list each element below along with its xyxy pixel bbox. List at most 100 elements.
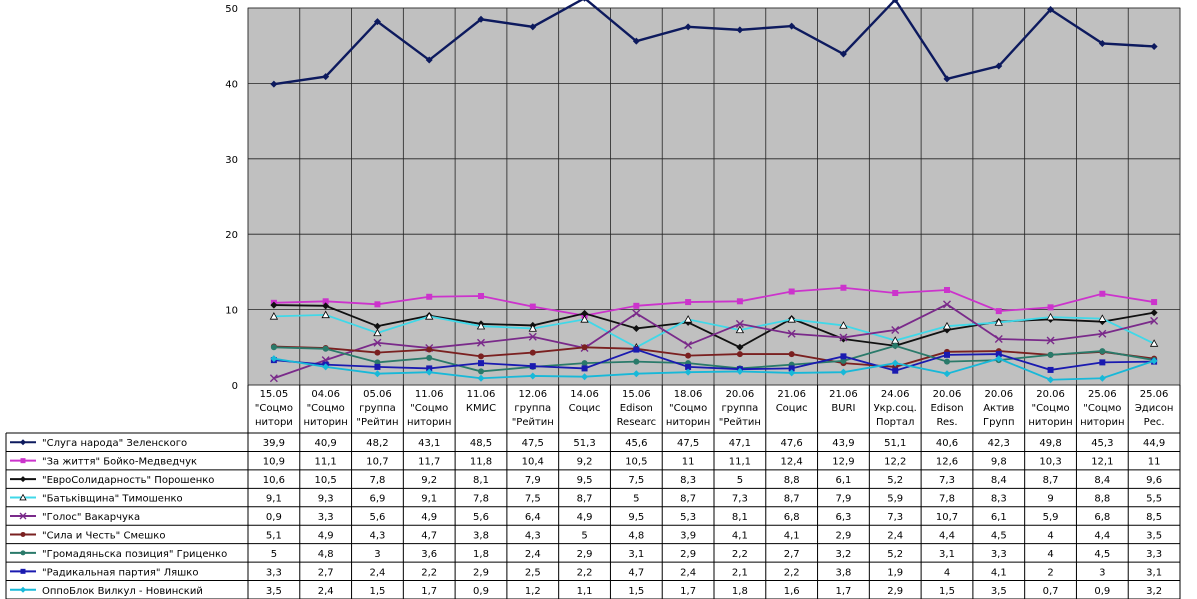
data-point	[1099, 290, 1106, 297]
data-point	[1150, 357, 1158, 365]
data-value: 6,8	[784, 512, 800, 523]
data-value: 44,9	[1143, 438, 1165, 449]
data-point	[994, 335, 1003, 344]
data-value: 0,9	[1094, 586, 1110, 597]
category-label: 14.06	[570, 389, 599, 400]
data-point	[322, 298, 329, 305]
category-label: 20.06	[1036, 389, 1065, 400]
category-label: 20.06	[933, 389, 962, 400]
data-point	[373, 18, 381, 26]
data-point	[684, 23, 692, 31]
series-lines	[269, 0, 1159, 384]
data-value: 5,5	[1146, 494, 1162, 505]
data-point	[994, 318, 1003, 326]
data-value: 39,9	[263, 438, 285, 449]
data-value: 7,5	[525, 494, 541, 505]
data-value: 7,3	[887, 512, 903, 523]
data-point	[374, 301, 381, 308]
data-value: 1,9	[887, 567, 903, 578]
data-table: 15.05 "Соцмо нитори 04.06 "Соцмо ниторин 05.06…	[5, 385, 1181, 599]
data-value: 0,7	[1043, 586, 1059, 597]
category-label: "Соцмо	[410, 403, 448, 414]
category-label: Res.	[936, 417, 957, 428]
data-point	[736, 343, 744, 351]
data-value: 5	[271, 549, 277, 560]
data-value: 43,9	[832, 438, 854, 449]
category-label: Edison	[930, 403, 963, 414]
category-label: ниторин	[666, 417, 710, 428]
data-point	[529, 303, 536, 310]
data-value: 8,7	[1043, 475, 1059, 486]
data-point	[425, 368, 433, 376]
data-value: 4,3	[369, 530, 385, 541]
data-value: 9,6	[1146, 475, 1162, 486]
data-value: 48,2	[366, 438, 388, 449]
data-point	[581, 365, 588, 372]
data-point	[1151, 299, 1158, 306]
data-point	[735, 325, 745, 334]
data-value: 3,3	[318, 512, 334, 523]
data-point	[633, 346, 640, 353]
data-point	[582, 0, 587, 2]
data-point	[426, 354, 433, 361]
data-point	[529, 372, 537, 380]
data-value: 6,1	[991, 512, 1007, 523]
data-value: 8,3	[991, 494, 1007, 505]
data-point	[788, 351, 795, 358]
data-value: 1,1	[577, 586, 593, 597]
data-value: 45,3	[1091, 438, 1113, 449]
data-value: 1,5	[939, 586, 955, 597]
data-point	[892, 367, 899, 374]
data-point	[944, 358, 950, 365]
legend-label: "Радикальная партия" Ляшко	[42, 567, 198, 578]
data-point	[1047, 304, 1054, 311]
data-point	[839, 333, 848, 342]
data-point	[19, 512, 27, 520]
data-value: 10,9	[263, 457, 285, 468]
data-value: 11,1	[315, 457, 337, 468]
data-value: 2	[1047, 567, 1053, 578]
data-value: 12,4	[781, 457, 803, 468]
data-point	[995, 355, 1003, 363]
data-point	[374, 349, 381, 356]
data-value: 5	[581, 530, 587, 541]
data-value: 0,9	[266, 512, 282, 523]
data-point	[373, 328, 382, 337]
data-value: 2,9	[835, 530, 851, 541]
data-value: 9,3	[318, 494, 334, 505]
category-label: 05.06	[363, 389, 392, 400]
data-value: 8,7	[680, 494, 696, 505]
data-value: 3,8	[835, 567, 851, 578]
data-point	[1099, 348, 1106, 355]
data-value: 47,1	[729, 438, 751, 449]
data-point	[632, 370, 640, 378]
data-point	[839, 321, 848, 329]
data-point	[477, 374, 485, 382]
legend-label: "Голос" Вакарчука	[42, 512, 140, 523]
data-point	[944, 351, 950, 358]
category-label: Портал	[876, 417, 914, 428]
series-line	[273, 313, 1155, 349]
data-point	[581, 309, 589, 317]
data-value: 4,9	[318, 530, 334, 541]
data-point	[891, 359, 899, 367]
data-point	[322, 363, 330, 371]
category-label: Социс	[569, 403, 601, 414]
data-point	[529, 363, 536, 370]
data-value: 4,1	[784, 530, 800, 541]
data-value: 2,9	[887, 586, 903, 597]
data-value: 7,5	[628, 475, 644, 486]
data-point	[270, 344, 277, 351]
data-point	[943, 370, 951, 378]
category-label: ниторин	[1080, 417, 1124, 428]
data-value: 7,9	[525, 475, 541, 486]
data-point	[1046, 312, 1055, 321]
category-label: Укр.соц.	[874, 403, 917, 414]
category-label: группа	[722, 403, 759, 414]
data-value: 6,1	[835, 475, 851, 486]
data-point	[788, 288, 795, 295]
legend-label: "Слуга народа" Зеленского	[42, 438, 187, 449]
data-value: 5,9	[1043, 512, 1059, 523]
category-label: Edison	[620, 403, 653, 414]
data-point	[373, 338, 382, 347]
